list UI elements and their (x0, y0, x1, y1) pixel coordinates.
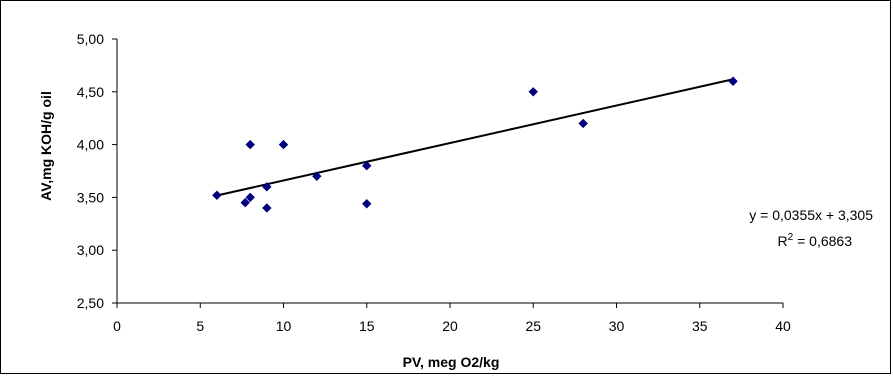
x-tick-label: 5 (196, 318, 204, 334)
y-axis-title: AV,mg KOH/g oil (38, 91, 54, 201)
y-tick-label: 3,00 (77, 242, 104, 258)
y-tick-label: 4,00 (77, 137, 104, 153)
data-point (245, 139, 255, 150)
y-tick-label: 2,50 (77, 295, 104, 311)
data-points (212, 76, 738, 213)
x-tick-label: 10 (276, 318, 292, 334)
y-tick-label: 5,00 (77, 31, 104, 47)
data-point (362, 199, 372, 209)
data-point (312, 171, 322, 181)
data-point (245, 192, 255, 203)
y-tick-label: 3,50 (77, 189, 104, 205)
data-point (240, 197, 250, 208)
x-axis-title: PV, meg O2/kg (403, 354, 500, 370)
x-ticks: 0 5 10 15 20 25 30 35 40 (113, 303, 791, 334)
data-point (528, 87, 538, 97)
x-tick-label: 35 (692, 318, 708, 334)
x-tick-label: 25 (525, 318, 541, 334)
x-tick-label: 15 (359, 318, 375, 334)
r-squared-superscript: 2 (788, 232, 794, 243)
r-squared-label: R2 = 0,6863 (778, 232, 853, 249)
x-tick-label: 0 (113, 318, 121, 334)
r-squared-symbol: R (778, 233, 788, 249)
data-point (262, 182, 272, 192)
trendline (216, 78, 734, 197)
data-point (362, 161, 372, 171)
data-point (212, 190, 222, 200)
data-point (278, 139, 289, 150)
data-point (262, 203, 272, 213)
trendline-equation: y = 0,0355x + 3,305 (749, 207, 873, 223)
y-ticks: 2,50 3,00 3,50 4,00 4,50 5,00 (77, 31, 117, 311)
y-tick-label: 4,50 (77, 84, 104, 100)
axes (116, 39, 783, 304)
data-point (578, 118, 588, 129)
x-tick-label: 40 (775, 318, 791, 334)
r-squared-value: = 0,6863 (793, 233, 852, 249)
data-point (728, 76, 738, 86)
x-tick-label: 30 (609, 318, 625, 334)
x-tick-label: 20 (442, 318, 458, 334)
